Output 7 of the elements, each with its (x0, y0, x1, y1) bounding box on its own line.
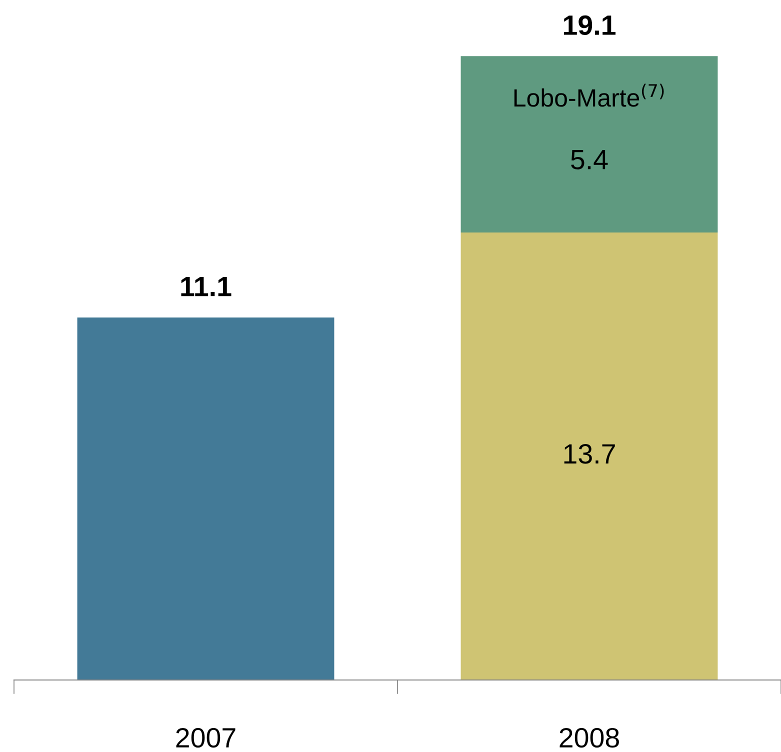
data-label: 5.4 (571, 150, 608, 170)
data-label: 13.7 (564, 444, 615, 464)
total-label: 11.1 (181, 276, 232, 296)
x-tick-label: 2008 (560, 728, 619, 748)
x-tick-label: 2007 (176, 728, 236, 748)
total-label: 19.1 (564, 15, 616, 36)
series-label: Lobo-Marte$^{(7)}$ (514, 84, 664, 107)
